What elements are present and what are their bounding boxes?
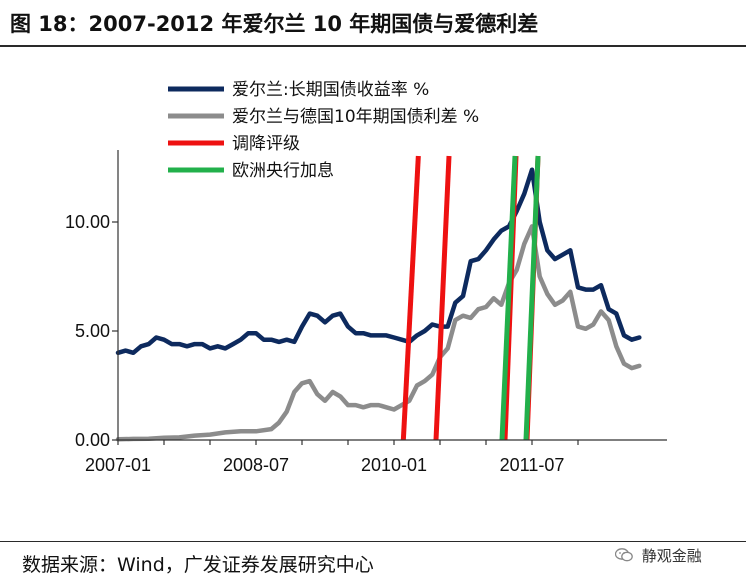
brand-name: 静观金融 — [641, 547, 702, 565]
downgrade-marker — [400, 155, 421, 441]
ecb-hike-marker — [523, 155, 541, 441]
downgrade-marker — [433, 155, 452, 441]
source-note: 数据来源：Wind，广发证券发展研究中心 — [22, 554, 374, 576]
y-tick-label: 0.00 — [75, 430, 110, 450]
chart-area: 0.00 5.00 10.00 2007-01 2008-07 2010-01 2011-0… — [65, 80, 667, 475]
legend-label: 爱尔兰与德国10年期国债利差 % — [232, 107, 479, 127]
legend-label: 欧洲央行加息 — [232, 161, 334, 181]
chart-title: 图 18：2007-2012 年爱尔兰 10 年期国债与爱德利差 — [10, 12, 539, 36]
x-tick-label: 2008-07 — [223, 455, 289, 475]
bottom-rule — [0, 541, 746, 542]
wechat-icon — [615, 548, 633, 562]
x-tick-label: 2011-07 — [500, 455, 565, 475]
event-markers — [400, 155, 541, 441]
y-tick-label: 5.00 — [75, 321, 110, 341]
y-tick-label: 10.00 — [65, 212, 110, 232]
x-tick-label: 2007-01 — [85, 455, 151, 475]
ecb-hike-marker — [499, 155, 518, 441]
brand-watermark: 静观金融 — [615, 545, 702, 566]
series-lines — [115, 167, 642, 442]
legend-label: 调降评级 — [232, 134, 300, 154]
axes: 0.00 5.00 10.00 2007-01 2008-07 2010-01 2011-0… — [65, 150, 667, 475]
series-line-spread — [115, 224, 642, 442]
legend-label: 爱尔兰:长期国债收益率 % — [232, 80, 429, 100]
series-line-yield — [115, 167, 642, 356]
top-rule — [0, 45, 746, 47]
x-tick-label: 2010-01 — [361, 455, 427, 475]
